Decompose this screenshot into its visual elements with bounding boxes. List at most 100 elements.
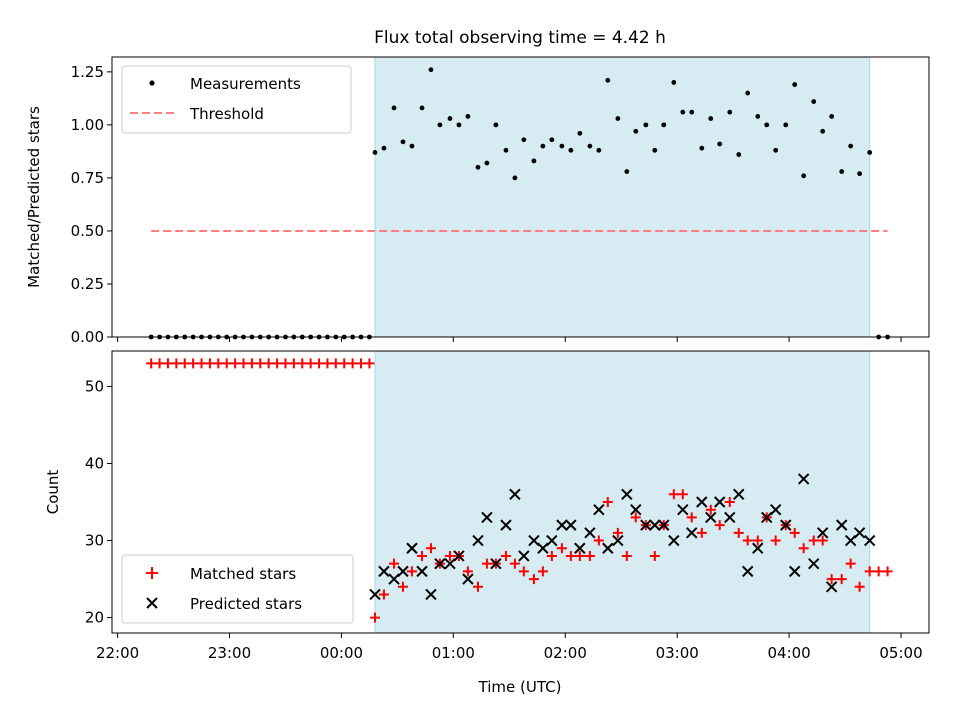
matched-star-point bbox=[686, 512, 697, 523]
predicted-star-point bbox=[769, 504, 782, 516]
predicted-star-point bbox=[853, 527, 866, 539]
measurement-point bbox=[540, 143, 546, 149]
measurement-point bbox=[559, 143, 565, 149]
predicted-star-point bbox=[863, 534, 876, 547]
matched-star-point bbox=[171, 358, 182, 369]
measurement-point bbox=[857, 171, 863, 177]
top-axes-frame bbox=[111, 56, 930, 338]
matched-star-point bbox=[196, 358, 207, 369]
predicted-star-point bbox=[378, 565, 390, 578]
measurement-point bbox=[596, 147, 602, 153]
measurement-point bbox=[689, 109, 695, 115]
matched-star-point bbox=[798, 543, 809, 554]
measurement-point bbox=[643, 122, 649, 128]
predicted-star-point bbox=[724, 511, 736, 524]
matched-star-point bbox=[154, 358, 165, 369]
bottom-axes-frame bbox=[111, 350, 930, 634]
legend-predicted-marker bbox=[146, 597, 158, 609]
measurement-point bbox=[409, 143, 415, 149]
observing-window-top bbox=[375, 57, 870, 337]
matched-star-point bbox=[425, 543, 436, 554]
matched-star-point bbox=[770, 535, 781, 546]
measurement-point bbox=[391, 105, 397, 111]
matched-star-point bbox=[696, 527, 707, 538]
legend-predicted-label: Predicted stars bbox=[190, 595, 302, 613]
predicted-star-point bbox=[612, 534, 624, 547]
predicted-star-point bbox=[780, 519, 792, 531]
measurement-point bbox=[661, 122, 667, 128]
measurement-point bbox=[801, 173, 807, 179]
measurement-point bbox=[736, 152, 742, 157]
measurement-point bbox=[848, 143, 854, 149]
top-y-tick-label: 0.25 bbox=[71, 275, 104, 293]
x-tick-label: 05:00 bbox=[879, 644, 922, 662]
matched-star-point bbox=[854, 581, 865, 592]
measurement-point bbox=[811, 99, 817, 104]
predicted-star-point bbox=[640, 519, 652, 531]
matched-star-point bbox=[444, 550, 455, 561]
measurement-point bbox=[792, 82, 798, 87]
matched-star-point bbox=[789, 527, 800, 538]
x-tick-label: 03:00 bbox=[656, 644, 699, 662]
matched-star-point bbox=[556, 543, 567, 554]
matched-star-point bbox=[537, 566, 548, 577]
matched-star-point bbox=[356, 358, 367, 369]
matched-star-point bbox=[397, 581, 408, 592]
predicted-star-point bbox=[416, 565, 428, 578]
matched-star-point bbox=[213, 358, 224, 369]
matched-star-point bbox=[584, 550, 595, 561]
top-y-tick-label: 0.75 bbox=[71, 169, 104, 187]
matched-star-point bbox=[752, 535, 763, 546]
predicted-star-point bbox=[808, 557, 820, 570]
measurement-point bbox=[764, 122, 770, 128]
matched-star-point bbox=[238, 358, 249, 369]
matched-star-point bbox=[528, 574, 539, 585]
matched-star-point bbox=[546, 550, 557, 561]
top-y-tick-label: 1.00 bbox=[71, 116, 104, 134]
matched-star-point bbox=[621, 550, 632, 561]
predicted-star-point bbox=[565, 519, 577, 531]
measurement-point bbox=[699, 145, 705, 151]
predicted-star-point bbox=[797, 473, 810, 485]
top-panel: 0.00 0.25 0.50 0.75 1.00 1.25 Matched/Predict… bbox=[25, 56, 930, 346]
x-tick-label: 04:00 bbox=[767, 644, 810, 662]
matched-star-point bbox=[864, 566, 875, 577]
predicted-star-point bbox=[434, 557, 446, 570]
bottom-panel: 20 30 40 50 22:00 23:00 00:00 01:00 02:00 03:00 0… bbox=[44, 350, 930, 696]
matched-star-point bbox=[649, 550, 660, 561]
measurement-point bbox=[829, 113, 835, 119]
matched-star-point bbox=[574, 550, 585, 561]
measurement-point bbox=[633, 128, 639, 134]
matched-star-point bbox=[314, 358, 325, 369]
matched-star-point bbox=[347, 358, 358, 369]
matched-star-point bbox=[836, 574, 847, 585]
matched-star-point bbox=[882, 566, 893, 577]
matched-star-point bbox=[255, 358, 266, 369]
predicted-star-point bbox=[406, 542, 418, 554]
predicted-star-point bbox=[752, 542, 764, 554]
predicted-star-point bbox=[369, 588, 381, 601]
matched-star-point bbox=[230, 358, 241, 369]
x-axis-label: Time (UTC) bbox=[478, 678, 562, 696]
top-legend: Measurements Threshold bbox=[121, 65, 352, 134]
predicted-star-point bbox=[733, 488, 745, 501]
matched-star-point bbox=[272, 358, 283, 369]
matched-star-point bbox=[263, 358, 274, 369]
matched-star-point bbox=[565, 550, 576, 561]
matched-star-point bbox=[305, 358, 316, 369]
observing-window-bottom bbox=[375, 351, 870, 633]
predicted-star-point bbox=[621, 488, 633, 501]
predicted-star-point bbox=[472, 534, 484, 547]
predicted-star-point bbox=[574, 542, 586, 554]
matched-star-point bbox=[288, 358, 299, 369]
matched-star-point bbox=[297, 358, 308, 369]
bottom-y-tick-label: 40 bbox=[85, 454, 104, 472]
bottom-y-tick-label: 30 bbox=[85, 532, 104, 550]
measurement-point bbox=[465, 113, 471, 119]
predicted-star-point bbox=[425, 588, 437, 601]
chart-title: Flux total observing time = 4.42 h bbox=[374, 28, 666, 48]
matched-star-point bbox=[417, 550, 428, 561]
predicted-star-point bbox=[500, 519, 512, 531]
measurement-point bbox=[839, 169, 845, 174]
matched-star-point bbox=[481, 558, 492, 569]
